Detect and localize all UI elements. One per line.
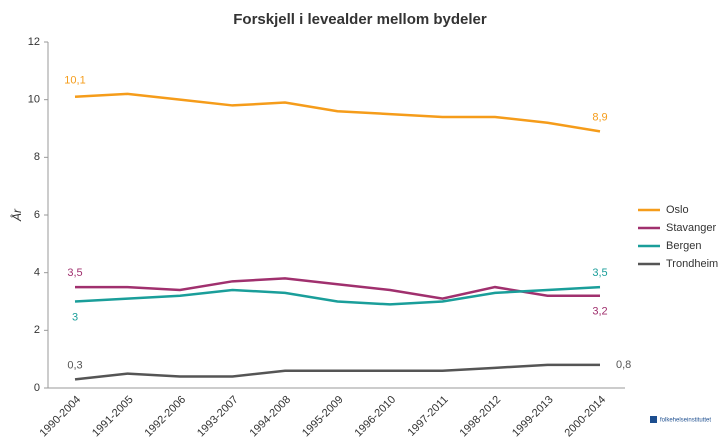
x-tick-label: 1991-2005 [90,394,136,437]
data-label: 3 [72,311,78,323]
x-tick-label: 1995-2009 [300,394,346,437]
line-series [74,285,601,306]
data-label: 10,1 [64,75,85,87]
y-tick-label: 10 [28,94,40,106]
x-tick-label: 1993-2007 [195,394,241,437]
data-label: 3,2 [592,306,607,318]
x-tick-label: 1994-2008 [247,394,293,437]
data-label: 0,8 [616,359,631,371]
data-label: 8,9 [592,111,607,123]
x-tick-label: 1998-2012 [457,394,503,437]
data-label: 3,5 [67,267,82,279]
legend-label: Bergen [666,240,701,252]
y-tick-label: 6 [34,209,40,221]
y-axis-label: År [9,208,24,222]
legend-label: Oslo [666,204,689,216]
y-tick-label: 12 [28,36,40,48]
y-tick-label: 0 [34,382,40,394]
x-tick-label: 1996-2010 [352,394,398,437]
x-tick-label: 2000-2014 [562,394,608,437]
legend-label: Stavanger [666,222,716,234]
x-tick-label: 1997-2011 [406,394,451,437]
line-series [74,92,601,133]
y-tick-label: 4 [34,267,40,279]
logo: folkehelseinstituttet [660,418,711,424]
x-tick-label: 1992-2006 [142,394,188,437]
logo-icon [650,416,657,423]
data-label: 3,5 [592,267,607,279]
data-label: 0,3 [67,359,82,371]
line-series [74,363,600,381]
chart-title: Forskjell i levealder mellom bydeler [233,11,487,28]
y-tick-label: 8 [34,151,40,163]
line-series [75,277,600,300]
x-tick-label: 1999-2013 [510,394,556,437]
y-tick-label: 2 [34,324,40,336]
legend-label: Trondheim [666,258,718,270]
x-tick-label: 1990-2004 [37,394,83,437]
